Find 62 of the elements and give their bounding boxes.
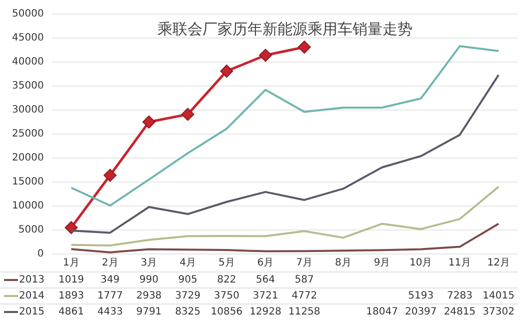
point: [258, 48, 272, 62]
x-tick-label: 9月: [374, 258, 390, 269]
data-label: 1777: [97, 290, 123, 302]
y-tick-label: 10000: [12, 200, 44, 212]
data-label: 9791: [136, 306, 162, 318]
y-tick-label: 30000: [12, 104, 44, 116]
y-tick-label: 40000: [12, 56, 44, 68]
x-tick-label: 2月: [102, 258, 118, 269]
legend-label: 2013: [19, 274, 44, 286]
data-label: 24815: [444, 306, 476, 318]
data-label: 349: [100, 274, 120, 286]
y-tick-label: 25000: [12, 128, 44, 140]
x-tick-label: 12月: [487, 258, 510, 269]
data-label: 1019: [58, 274, 84, 286]
data-label: 3721: [252, 290, 278, 302]
y-tick-label: 50000: [12, 8, 44, 20]
point: [64, 221, 78, 234]
x-tick-label: 4月: [180, 258, 196, 269]
x-tick-label: 5月: [218, 258, 235, 269]
x-tick-label: 6月: [257, 258, 274, 269]
x-tick-label: 10月: [410, 258, 432, 269]
point: [181, 108, 194, 121]
y-tick-label: 5000: [18, 224, 44, 236]
data-label: 4861: [58, 306, 84, 318]
data-label: 5193: [408, 290, 434, 302]
y-tick-label: 35000: [12, 80, 44, 92]
data-label: 587: [294, 274, 314, 286]
data-label: 20397: [404, 306, 437, 318]
x-tick-label: 8月: [334, 258, 352, 269]
data-label: 18047: [366, 306, 398, 318]
y-tick-label: 15000: [12, 176, 44, 188]
data-label: 990: [139, 274, 158, 286]
x-tick-label: 11月: [448, 258, 472, 269]
data-label: 4433: [97, 306, 123, 318]
y-tick-label: 20000: [12, 152, 44, 164]
data-label: 10856: [210, 306, 243, 318]
x-tick-label: 1月: [63, 258, 80, 269]
x-tick-label: 3月: [140, 258, 158, 269]
data-label: 3750: [214, 290, 240, 302]
data-label: 4772: [292, 290, 318, 302]
data-label: 7283: [447, 290, 472, 302]
data-label: 3729: [175, 290, 201, 302]
y-tick-label: 0: [37, 248, 44, 260]
data-label: 11258: [288, 306, 320, 318]
point: [142, 116, 156, 128]
data-label: 14015: [482, 290, 514, 302]
data-label: 2938: [136, 290, 162, 302]
data-label: 1893: [58, 290, 84, 302]
data-label: 564: [256, 274, 276, 286]
data-label: 822: [217, 274, 236, 286]
data-label: 905: [178, 274, 198, 286]
legend-label: 2014: [19, 290, 44, 302]
data-label: 12928: [250, 306, 282, 318]
data-label: 8325: [175, 306, 201, 318]
legend-label: 2015: [19, 306, 44, 318]
data-label: 37302: [482, 306, 514, 318]
x-tick-label: 7月: [296, 258, 313, 269]
point: [298, 40, 311, 54]
point: [104, 168, 117, 182]
y-tick-label: 45000: [12, 32, 44, 44]
chart-title: 乘联会厂家历年新能源乘用车销量走势: [157, 20, 412, 38]
point: [220, 64, 234, 78]
